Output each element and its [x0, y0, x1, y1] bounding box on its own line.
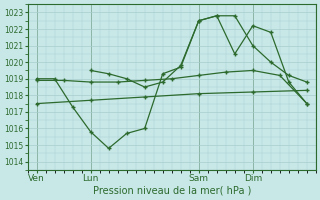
- X-axis label: Pression niveau de la mer( hPa ): Pression niveau de la mer( hPa ): [92, 186, 251, 196]
